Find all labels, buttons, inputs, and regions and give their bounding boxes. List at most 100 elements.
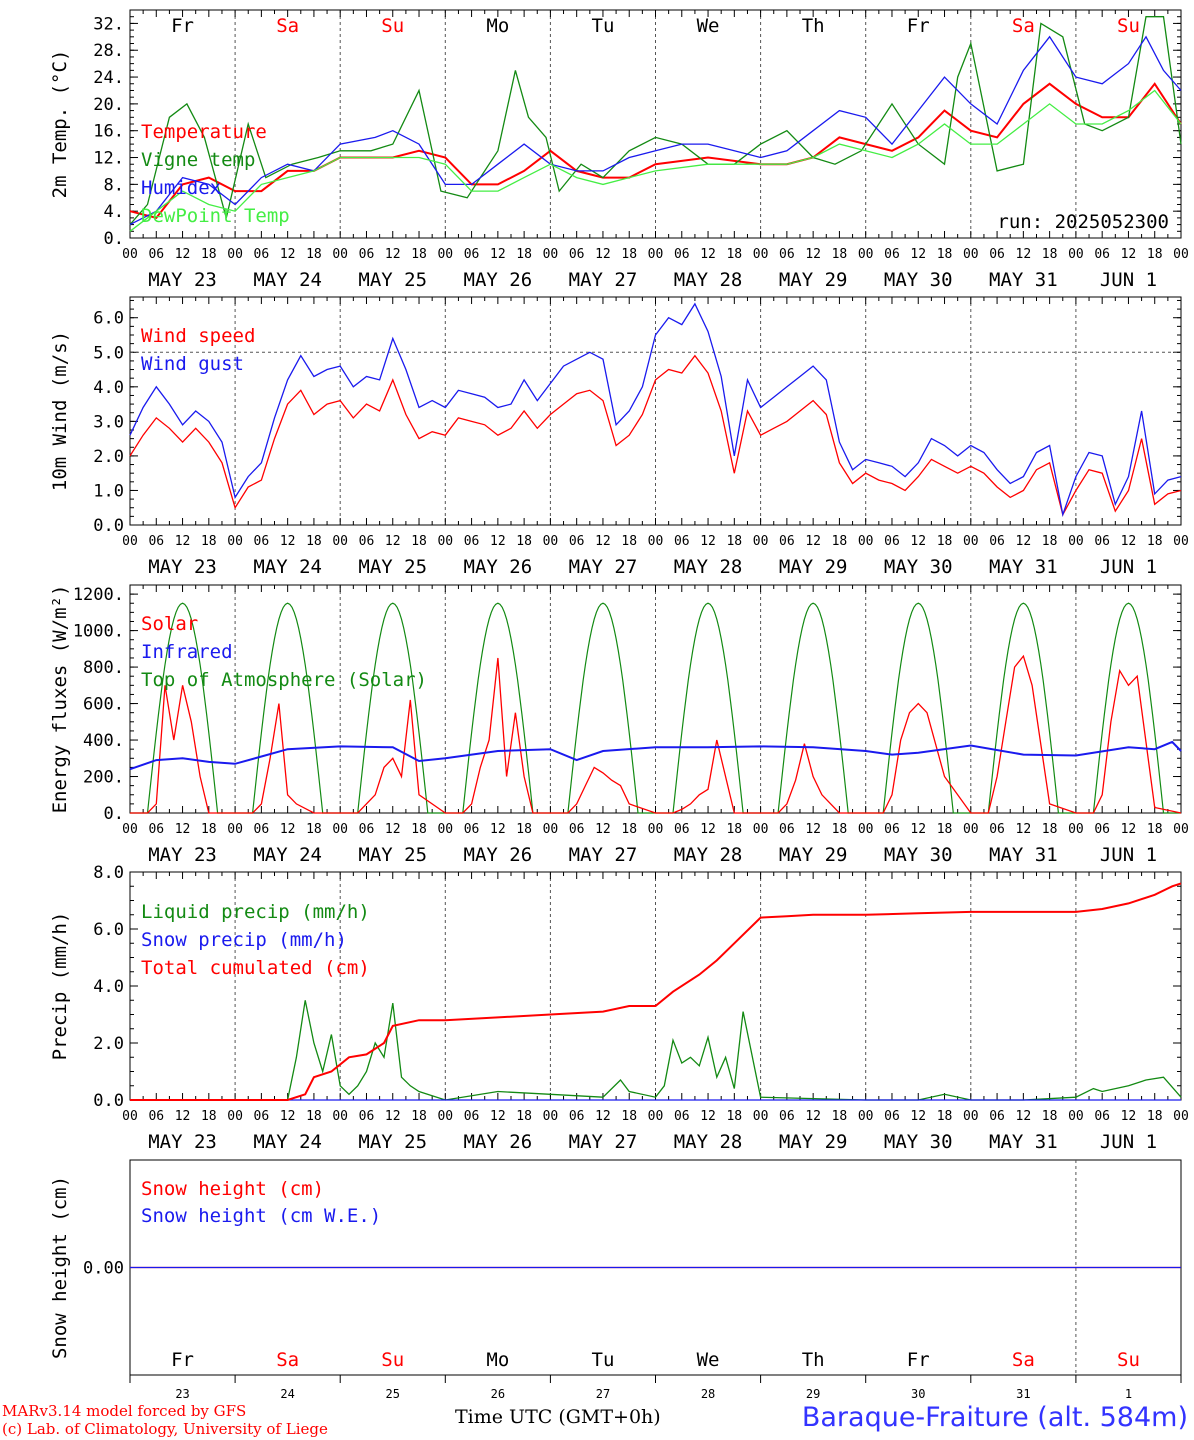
weekday-label: Su	[381, 15, 404, 37]
hour-tick-label: 00	[648, 1109, 664, 1124]
weekday-label: Tu	[592, 1349, 615, 1371]
hour-tick-label: 12	[175, 1109, 191, 1124]
day-number-label: 27	[596, 1387, 610, 1401]
hour-tick-label: 12	[1121, 822, 1137, 837]
date-label: MAY 27	[569, 1131, 638, 1153]
series-line-wind-gust	[129, 302, 1182, 518]
hour-tick-label: 06	[674, 534, 690, 549]
weekday-label: Fr	[907, 1349, 930, 1371]
hour-tick-label: 12	[700, 1109, 716, 1124]
legend-entry: Liquid precip (mm/h)	[141, 901, 370, 923]
y-tick-label: 4.	[104, 202, 124, 222]
y-tick-label: 8.0	[93, 863, 124, 883]
hour-tick-label: 06	[464, 822, 480, 837]
weekday-label: Sa	[276, 15, 299, 37]
hour-tick-label: 18	[1147, 534, 1163, 549]
hour-tick-label: 00	[1068, 534, 1084, 549]
hour-tick-label: 18	[1042, 247, 1058, 262]
hour-tick-label: 00	[753, 247, 769, 262]
date-label: MAY 31	[989, 1131, 1058, 1153]
y-axis-title: Energy fluxes (W/m²)	[49, 585, 71, 814]
y-tick-label: 1000.	[73, 622, 124, 642]
hour-tick-label: 18	[1147, 247, 1163, 262]
panel-1	[129, 9, 1182, 239]
date-label: MAY 23	[148, 1131, 217, 1153]
hour-tick-label: 00	[858, 247, 874, 262]
day-number-label: 23	[175, 1387, 189, 1401]
hour-tick-label: 18	[1042, 534, 1058, 549]
hour-tick-label: 18	[201, 1109, 217, 1124]
hour-tick-label: 00	[437, 822, 453, 837]
hour-tick-label: 00	[858, 822, 874, 837]
hour-tick-label: 06	[884, 247, 900, 262]
hour-tick-label: 12	[280, 247, 296, 262]
hour-tick-label: 18	[621, 534, 637, 549]
hour-tick-label: 18	[411, 1109, 427, 1124]
weekday-label: Sa	[276, 1349, 299, 1371]
date-label: MAY 29	[779, 1131, 848, 1153]
legend-entry: Infrared	[141, 641, 233, 663]
hour-tick-label: 18	[516, 247, 532, 262]
hour-tick-label: 06	[254, 1109, 270, 1124]
hour-tick-label: 12	[700, 534, 716, 549]
hour-tick-label: 12	[490, 1109, 506, 1124]
date-label: JUN 1	[1100, 269, 1157, 291]
series-line-infrared	[129, 740, 1182, 771]
hour-tick-label: 12	[700, 822, 716, 837]
hour-tick-label: 06	[569, 822, 585, 837]
y-tick-label: 12.	[93, 149, 124, 169]
hour-tick-label: 00	[648, 822, 664, 837]
day-number-label: 1	[1125, 1387, 1132, 1401]
hour-tick-label: 12	[910, 822, 926, 837]
series-line-total-cumulated-cm-	[130, 882, 1182, 1101]
hour-tick-label: 00	[122, 822, 138, 837]
y-tick-label: 3.0	[93, 412, 124, 432]
panel-3	[129, 584, 1182, 814]
time-axis-label: Time UTC (GMT+0h)	[455, 1406, 661, 1428]
date-label: MAY 31	[989, 556, 1058, 578]
date-label: MAY 30	[884, 269, 953, 291]
hour-tick-label: 00	[858, 1109, 874, 1124]
date-label: MAY 31	[989, 269, 1058, 291]
hour-tick-label: 18	[1042, 822, 1058, 837]
hour-tick-label: 18	[937, 247, 953, 262]
hour-tick-label: 18	[832, 1109, 848, 1124]
day-number-label: 26	[491, 1387, 505, 1401]
hour-tick-label: 00	[1173, 247, 1189, 262]
y-tick-label: 200.	[83, 768, 124, 788]
hour-tick-label: 06	[254, 534, 270, 549]
date-label: MAY 27	[569, 269, 638, 291]
y-axis-title: 10m Wind (m/s)	[49, 331, 71, 491]
hour-tick-label: 12	[175, 247, 191, 262]
legend-entry: Solar	[141, 613, 198, 635]
station-title: Baraque-Fraiture (alt. 584m)	[801, 1402, 1188, 1433]
legend-entry: Total cumulated (cm)	[141, 957, 370, 979]
hour-tick-label: 00	[122, 247, 138, 262]
hour-tick-label: 00	[543, 822, 559, 837]
hour-tick-label: 18	[411, 822, 427, 837]
date-label: MAY 28	[674, 269, 743, 291]
hour-tick-label: 06	[1094, 1109, 1110, 1124]
hour-tick-label: 18	[516, 1109, 532, 1124]
y-tick-label: 6.0	[93, 920, 124, 940]
hour-tick-label: 12	[1016, 1109, 1032, 1124]
hour-tick-label: 00	[648, 247, 664, 262]
date-label: MAY 28	[674, 556, 743, 578]
hour-tick-label: 18	[1147, 1109, 1163, 1124]
legend-entry: Snow height (cm)	[141, 1178, 324, 1200]
hour-tick-label: 12	[280, 1109, 296, 1124]
legend-entry: DewPoint Temp	[141, 205, 290, 227]
y-tick-label: 5.0	[93, 343, 124, 363]
day-number-label: 29	[806, 1387, 820, 1401]
hour-tick-label: 00	[753, 1109, 769, 1124]
weekday-label: We	[697, 15, 720, 37]
date-label: MAY 25	[358, 269, 427, 291]
series-line-temperature	[129, 82, 1182, 220]
hour-tick-label: 12	[175, 534, 191, 549]
date-label: JUN 1	[1100, 844, 1157, 866]
hour-tick-label: 00	[332, 247, 348, 262]
y-tick-label: 0.	[104, 229, 124, 249]
weekday-label: Fr	[907, 15, 930, 37]
hour-tick-label: 18	[832, 247, 848, 262]
hour-tick-label: 18	[201, 247, 217, 262]
